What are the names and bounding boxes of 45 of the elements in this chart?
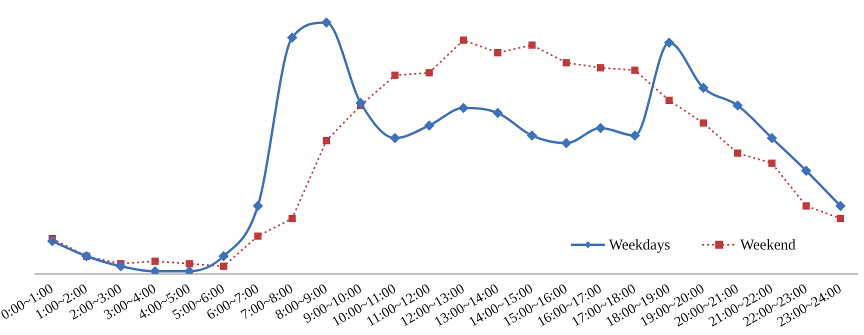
point bbox=[734, 150, 742, 157]
point bbox=[460, 36, 468, 44]
point bbox=[151, 258, 159, 265]
point bbox=[426, 69, 433, 76]
point bbox=[836, 214, 844, 222]
point bbox=[186, 260, 193, 268]
point bbox=[184, 266, 194, 274]
point bbox=[493, 108, 502, 118]
point bbox=[528, 42, 536, 49]
point bbox=[664, 38, 674, 48]
point bbox=[767, 133, 777, 143]
point bbox=[391, 72, 399, 79]
point bbox=[390, 133, 400, 143]
point bbox=[150, 266, 160, 274]
point bbox=[287, 32, 297, 42]
point bbox=[836, 201, 846, 211]
point bbox=[665, 96, 673, 104]
point bbox=[631, 66, 638, 74]
point bbox=[802, 202, 810, 210]
point bbox=[494, 49, 502, 56]
point bbox=[458, 103, 468, 113]
point bbox=[220, 262, 228, 270]
point bbox=[700, 119, 708, 127]
point bbox=[356, 98, 366, 108]
legend-label: Weekend bbox=[740, 238, 796, 254]
point bbox=[48, 236, 57, 246]
point bbox=[596, 123, 606, 133]
point bbox=[562, 59, 570, 66]
point bbox=[527, 130, 537, 140]
point bbox=[254, 232, 262, 240]
point bbox=[732, 100, 742, 110]
point bbox=[322, 18, 332, 28]
point bbox=[424, 120, 434, 130]
point bbox=[253, 201, 263, 211]
point bbox=[630, 130, 640, 140]
point bbox=[218, 251, 228, 261]
point bbox=[288, 214, 296, 222]
legend-label: Weekdays bbox=[608, 238, 670, 254]
point bbox=[322, 136, 330, 144]
point bbox=[801, 166, 811, 176]
point bbox=[768, 160, 776, 167]
point bbox=[562, 138, 572, 148]
point bbox=[596, 64, 604, 72]
point bbox=[116, 262, 126, 271]
point bbox=[698, 83, 708, 93]
